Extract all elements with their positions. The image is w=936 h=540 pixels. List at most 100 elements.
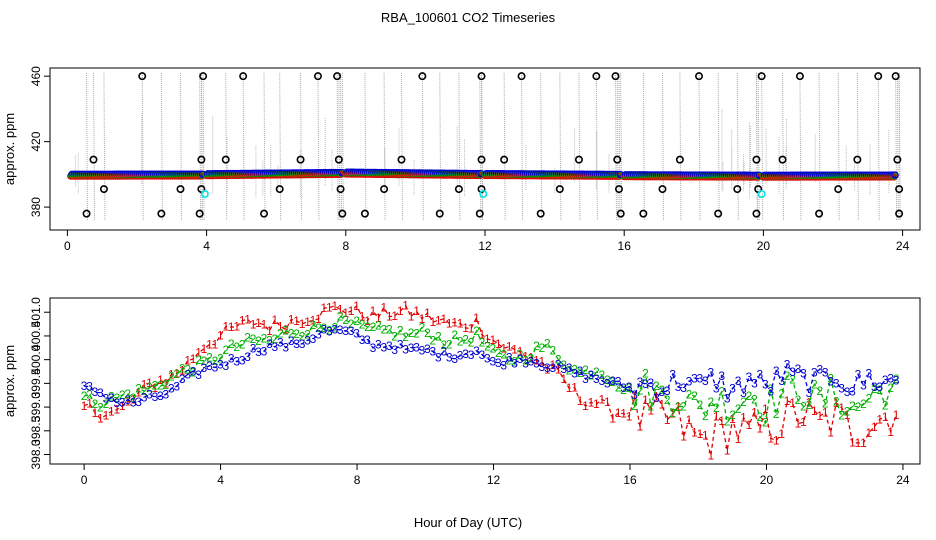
calibration-zero-point (338, 209, 347, 218)
series-2-marker: 2 (822, 396, 829, 410)
series-1-marker: 1 (413, 304, 420, 318)
series-3-marker: 3 (506, 350, 513, 364)
series-1-marker: 1 (337, 303, 344, 317)
series-1-marker: 1 (691, 426, 698, 440)
series-2-marker: 2 (288, 327, 295, 341)
series-3-marker: 3 (648, 376, 655, 390)
series-1-marker: 1 (588, 395, 595, 409)
series-1-marker: 1 (838, 401, 845, 415)
series-1-marker: 1 (680, 430, 687, 444)
series-3-marker: 3 (304, 333, 311, 347)
series-2-marker: 2 (598, 368, 605, 382)
series-2-marker: 2 (489, 342, 496, 356)
calibration-mid-point (574, 155, 583, 164)
spike-line (481, 72, 484, 221)
series-3-marker: 3 (631, 388, 638, 402)
spike-line (93, 72, 95, 221)
series-3-marker: 3 (359, 333, 366, 347)
series-2-marker: 2 (833, 395, 840, 409)
series-1-marker: 1 (598, 392, 605, 406)
series-1-marker: 1 (511, 342, 518, 356)
series-1-marker: 1 (762, 402, 769, 416)
series-3-marker: 3 (784, 358, 791, 372)
spike-line (521, 72, 524, 221)
series-2-marker: 2 (299, 329, 306, 343)
series-2-line (83, 315, 897, 424)
series-2-marker: 2 (337, 309, 344, 323)
series-2-marker: 2 (789, 372, 796, 386)
spike-line (180, 72, 182, 221)
series-1-marker: 1 (751, 405, 758, 419)
series-2-marker: 2 (479, 336, 486, 350)
series-3-marker: 3 (473, 344, 480, 358)
spike-line (661, 72, 664, 221)
series-1-marker: 1 (168, 368, 175, 382)
series-3-marker: 3 (103, 391, 110, 405)
series-3-marker: 3 (217, 358, 224, 372)
series-3-marker: 3 (746, 370, 753, 384)
series-1-marker: 1 (261, 318, 268, 332)
series-3-marker: 3 (740, 386, 747, 400)
series-2-marker: 2 (250, 332, 257, 346)
series-1-marker: 1 (860, 436, 867, 450)
baseline-point (891, 171, 899, 179)
series-2-marker: 2 (827, 371, 834, 385)
series-3-marker: 3 (637, 375, 644, 389)
series-1-marker: 1 (217, 328, 224, 342)
series-2-marker: 2 (119, 388, 126, 402)
series-3-marker: 3 (135, 395, 142, 409)
top-panel: approx. ppm 0 4 8 12 16 20 24 380 420 460 (2, 66, 921, 253)
series-1-marker: 1 (648, 403, 655, 417)
series-1-marker: 1 (539, 355, 546, 369)
series-3-marker: 3 (222, 359, 229, 373)
series-1-marker: 1 (577, 394, 584, 408)
spike-line (642, 72, 645, 221)
series-1-marker: 1 (789, 396, 796, 410)
series-1-marker: 1 (364, 314, 371, 328)
series-3-marker: 3 (277, 335, 284, 349)
series-1-marker: 1 (658, 397, 665, 411)
series-3-marker: 3 (315, 328, 322, 342)
series-2-marker: 2 (304, 328, 311, 342)
series-2-marker: 2 (664, 393, 671, 407)
series-2-marker: 2 (124, 387, 131, 401)
series-1-marker: 1 (315, 312, 322, 326)
series-1-marker: 1 (887, 425, 894, 439)
series-3-marker: 3 (593, 372, 600, 386)
calibration-spike-lines (74, 72, 901, 221)
x-tick-label: 16 (623, 473, 637, 487)
series-1-marker: 1 (609, 411, 616, 425)
series-3-marker: 3 (751, 377, 758, 391)
calibration-zero-point (360, 209, 369, 218)
series-1-marker: 1 (391, 309, 398, 323)
series-2: 2222222222222222222222222222222222222222… (81, 309, 900, 429)
series-1-marker: 1 (157, 373, 164, 387)
calibration-high-point (891, 72, 900, 81)
series-2-marker: 2 (539, 341, 546, 355)
x-tick-label: 4 (203, 239, 210, 253)
x-tick-label: 24 (896, 239, 910, 253)
series-1: 1111111111111111111111111111111111111111… (81, 298, 900, 462)
series-3-marker: 3 (288, 334, 295, 348)
series-1-marker: 1 (135, 386, 142, 400)
series-1-marker: 1 (288, 313, 295, 327)
series-2-marker: 2 (92, 397, 99, 411)
series-2-marker: 2 (680, 399, 687, 413)
series-2-marker: 2 (201, 354, 208, 368)
series-1-marker: 1 (342, 306, 349, 320)
spike-line (782, 72, 785, 221)
series-2-marker: 2 (511, 355, 518, 369)
series-1-marker: 1 (212, 338, 219, 352)
series-3-marker: 3 (86, 380, 93, 394)
calibration-mid-point (334, 155, 343, 164)
series-1-marker: 1 (506, 340, 513, 354)
series-2-marker: 2 (631, 399, 638, 413)
series-1-marker: 1 (244, 312, 251, 326)
top-plot-frame (49, 67, 921, 231)
series-3-marker: 3 (391, 343, 398, 357)
series-1-marker: 1 (250, 318, 257, 332)
series-3-marker: 3 (778, 374, 785, 388)
series-1-marker: 1 (822, 406, 829, 420)
series-3-marker: 3 (97, 386, 104, 400)
top-data-marks (67, 72, 904, 221)
